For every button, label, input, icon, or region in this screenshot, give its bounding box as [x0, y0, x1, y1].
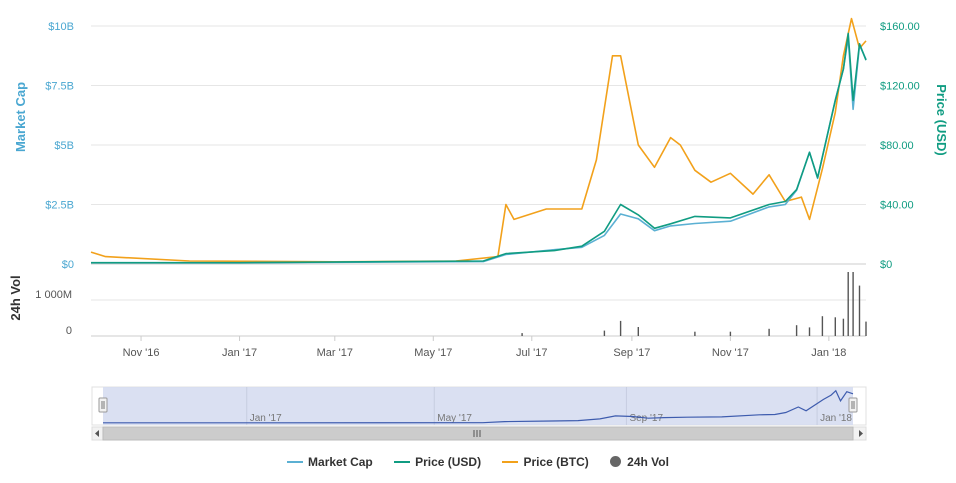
navigator-tick-label: May '17 [437, 413, 472, 424]
volume-bar [865, 321, 867, 336]
scroll-right-arrow-icon[interactable] [859, 430, 863, 437]
navigator-series-line [103, 389, 854, 424]
legend-item-price-btc[interactable]: Price (BTC) [502, 455, 589, 469]
volume-bar [852, 272, 854, 336]
scrollbar-thumb[interactable] [102, 426, 854, 441]
volume-bar [808, 327, 811, 336]
volume-tick-label: 0 [66, 325, 72, 337]
y-left-tick-label: $10B [48, 21, 74, 33]
handle-body [98, 397, 108, 413]
volume-bar [603, 330, 606, 336]
price-usd-swatch [394, 460, 411, 463]
volume-bar [729, 331, 732, 336]
y-axis-left-label: Market Cap [13, 82, 28, 152]
price-btc-swatch [502, 460, 519, 463]
y-left-tick-label: $7.5B [45, 81, 74, 93]
volume-bar [834, 317, 836, 336]
volume-bar [521, 333, 523, 336]
navigator-scrollbar[interactable] [91, 426, 867, 441]
x-tick-label: Nov '16 [123, 347, 160, 359]
volume-swatch [610, 456, 622, 468]
legend-item-price-usd[interactable]: Price (USD) [394, 455, 481, 469]
y-right-tick-label: $40.00 [880, 200, 914, 212]
market-cap-line [91, 37, 867, 264]
x-tick-label: Mar '17 [317, 347, 353, 359]
scroll-left-arrow-icon[interactable] [95, 430, 99, 437]
handle-body [848, 397, 858, 413]
y-left-tick-label: $5B [54, 140, 74, 152]
y-right-tick-label: $0 [880, 259, 892, 271]
volume-bar [858, 285, 861, 336]
x-tick-label: Jan '17 [222, 347, 257, 359]
navigator-right-handle[interactable] [848, 397, 858, 413]
price-usd-line [91, 32, 867, 264]
volume-bar [847, 272, 849, 336]
x-tick-label: Jul '17 [516, 347, 547, 359]
volume-bar [821, 316, 824, 336]
volume-bar [768, 328, 770, 336]
volume-bar [619, 320, 622, 336]
legend-label: Price (USD) [415, 455, 482, 469]
volume-axis-label: 24h Vol [8, 275, 23, 320]
x-tick-label: Sep '17 [613, 347, 650, 359]
volume-bar [694, 331, 696, 336]
volume-tick-label: 1 000M [35, 289, 72, 301]
x-tick-label: Jan '18 [811, 347, 846, 359]
navigator-tick-label: Jan '18 [820, 413, 852, 424]
navigator-tick-label: Jan '17 [250, 413, 282, 424]
volume-bar [637, 327, 639, 336]
legend-item-market-cap[interactable]: Market Cap [287, 455, 373, 469]
market-cap-swatch [287, 460, 304, 463]
volume-bar [842, 318, 845, 336]
x-tick-label: Nov '17 [712, 347, 749, 359]
x-tick-label: May '17 [414, 347, 452, 359]
chart-legend: Market Cap Price (USD) Price (BTC) 24h V… [0, 455, 956, 469]
navigator-left-handle[interactable] [98, 397, 108, 413]
legend-item-24h-vol[interactable]: 24h Vol [610, 455, 669, 469]
y-left-tick-label: $0 [62, 259, 74, 271]
legend-label: Price (BTC) [523, 455, 589, 469]
y-right-tick-label: $160.00 [880, 21, 920, 33]
legend-label: Market Cap [308, 455, 373, 469]
y-right-tick-label: $80.00 [880, 140, 914, 152]
volume-bar [795, 325, 798, 336]
y-right-tick-label: $120.00 [880, 81, 920, 93]
navigator-range[interactable] [103, 387, 853, 425]
legend-label: 24h Vol [627, 455, 669, 469]
y-left-tick-label: $2.5B [45, 200, 74, 212]
y-axis-right-label: Price (USD) [934, 84, 949, 156]
price-btc-line [90, 17, 867, 263]
